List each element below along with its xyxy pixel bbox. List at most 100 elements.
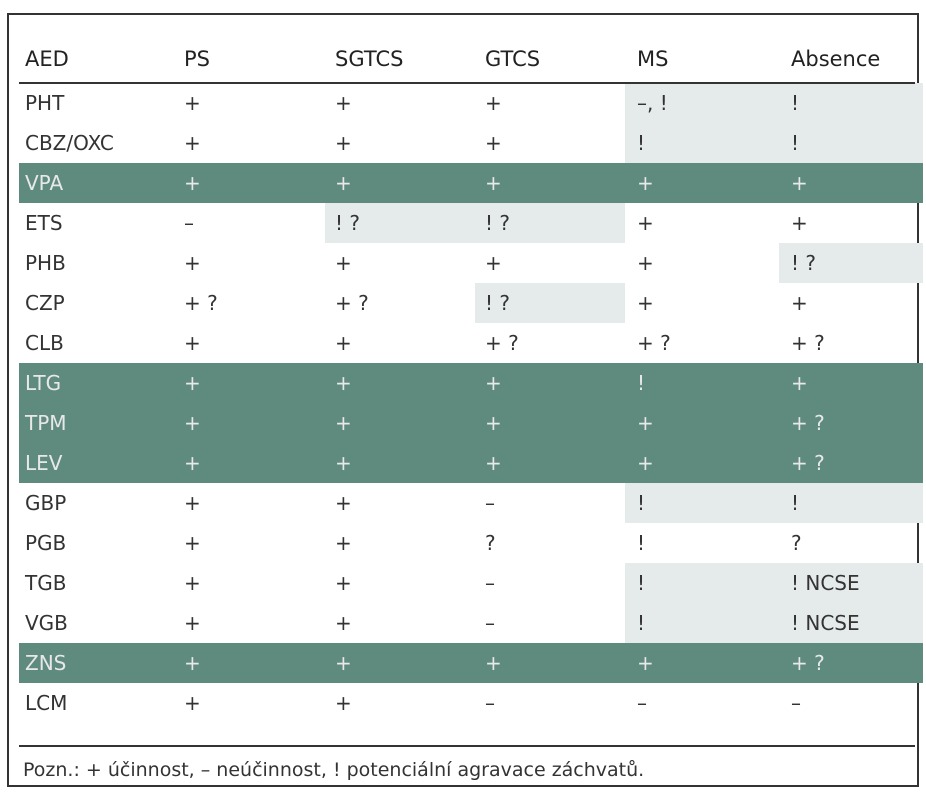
table-cell: ! bbox=[637, 371, 646, 395]
header-sgtcs: SGTCS bbox=[335, 47, 404, 71]
header-absence: Absence bbox=[791, 47, 881, 71]
table-cell: + bbox=[335, 691, 352, 715]
row-label: TPM bbox=[25, 411, 67, 435]
table-cell: + bbox=[637, 451, 654, 475]
header-ms: MS bbox=[637, 47, 669, 71]
table-row: ZNS + + + + + ? bbox=[19, 643, 923, 683]
row-label: PGB bbox=[25, 531, 67, 555]
table-cell: + bbox=[637, 651, 654, 675]
table-cell: ! bbox=[779, 83, 923, 123]
table-cell: + bbox=[485, 371, 502, 395]
table-cell: + bbox=[184, 571, 201, 595]
table-cell: + bbox=[637, 411, 654, 435]
table-row: PHB + + + + ! ? bbox=[19, 243, 923, 283]
table-cell: ! ? bbox=[475, 283, 625, 323]
table-row: CZP + ? + ? ! ? + + bbox=[19, 283, 923, 323]
header-ps: PS bbox=[184, 47, 210, 71]
table-cell: + bbox=[335, 131, 352, 155]
table-cell: + bbox=[637, 171, 654, 195]
table-row: CLB + + + ? + ? + ? bbox=[19, 323, 923, 363]
table-cell: ! NCSE bbox=[779, 563, 923, 603]
table-cell: + bbox=[485, 651, 502, 675]
table-frame: AED PS SGTCS GTCS MS Absence PHT + + + –, !!… bbox=[7, 13, 923, 787]
table-cell: ! NCSE bbox=[779, 603, 923, 643]
row-label: LCM bbox=[25, 691, 68, 715]
table-cell: + bbox=[791, 211, 808, 235]
table-cell: + ? bbox=[791, 651, 825, 675]
table-row: PHT + + + –, !! bbox=[19, 83, 923, 123]
table-cell: + bbox=[335, 91, 352, 115]
table-cell: + bbox=[184, 251, 201, 275]
header-gtcs: GTCS bbox=[485, 47, 541, 71]
table-cell: ! ? bbox=[779, 243, 923, 283]
row-label: CLB bbox=[25, 331, 64, 355]
row-label: ETS bbox=[25, 211, 63, 235]
table-row: PGB + +?!? bbox=[19, 523, 923, 563]
table-cell: + bbox=[335, 611, 352, 635]
table-cell: + ? bbox=[637, 331, 671, 355]
table-note: Pozn.: + účinnost, – neúčinnost, ! poten… bbox=[23, 759, 645, 781]
table-cell: + bbox=[791, 371, 808, 395]
table-cell: + bbox=[791, 171, 808, 195]
row-label: PHB bbox=[25, 251, 66, 275]
table-row: LEV + + + + + ? bbox=[19, 443, 923, 483]
table-cell: + ? bbox=[335, 291, 369, 315]
table-cell: + bbox=[335, 171, 352, 195]
row-label: TGB bbox=[25, 571, 67, 595]
table-cell: + ? bbox=[791, 451, 825, 475]
table-cell: + bbox=[485, 251, 502, 275]
table-cell: + bbox=[184, 411, 201, 435]
row-label: LEV bbox=[25, 451, 63, 475]
table-cell: + bbox=[184, 691, 201, 715]
table-cell: + bbox=[335, 331, 352, 355]
table-row: LTG + + +! + bbox=[19, 363, 923, 403]
table-cell: + bbox=[335, 571, 352, 595]
table-cell: + ? bbox=[791, 411, 825, 435]
row-label: VPA bbox=[25, 171, 64, 195]
row-label: PHT bbox=[25, 91, 65, 115]
table-row: TGB + + –!! NCSE bbox=[19, 563, 923, 603]
table-cell: + ? bbox=[485, 331, 519, 355]
table-cell: ! bbox=[779, 483, 923, 523]
table-row: ETS – ! ?! ? + + bbox=[19, 203, 923, 243]
row-label: CZP bbox=[25, 291, 65, 315]
table-cell: – bbox=[485, 691, 495, 715]
table-cell: + ? bbox=[791, 331, 825, 355]
table-cell: + bbox=[184, 451, 201, 475]
table-cell: + bbox=[485, 411, 502, 435]
table-cell: + bbox=[485, 451, 502, 475]
table-cell: + bbox=[184, 331, 201, 355]
table-cell: + bbox=[184, 491, 201, 515]
table-cell: + bbox=[335, 371, 352, 395]
table-cell: ? bbox=[791, 531, 802, 555]
table-cell: + bbox=[485, 91, 502, 115]
row-label: CBZ/OXC bbox=[25, 131, 114, 155]
table-cell: + bbox=[637, 251, 654, 275]
table-cell: + bbox=[335, 531, 352, 555]
table-cell: – bbox=[485, 491, 495, 515]
table-cell: + bbox=[485, 171, 502, 195]
table-body: PHT + + + –, !! CBZ/OXC + + +!! VPA + + + + + ETS –! ?! … bbox=[19, 83, 923, 723]
row-label: VGB bbox=[25, 611, 68, 635]
table-cell: + bbox=[184, 531, 201, 555]
table-header-row: AED PS SGTCS GTCS MS Absence bbox=[19, 35, 923, 83]
table-row: LCM + + – – – bbox=[19, 683, 923, 723]
table-row: VPA + + + + + bbox=[19, 163, 923, 203]
row-label: ZNS bbox=[25, 651, 67, 675]
table-cell: – bbox=[637, 691, 647, 715]
header-rule bbox=[19, 82, 915, 84]
table-cell: ? bbox=[485, 531, 496, 555]
table-cell: + bbox=[184, 91, 201, 115]
row-label: GBP bbox=[25, 491, 67, 515]
aed-table: AED PS SGTCS GTCS MS Absence PHT + + + –, !!… bbox=[19, 35, 923, 723]
table-cell: + bbox=[184, 131, 201, 155]
table-cell: + bbox=[184, 651, 201, 675]
table-cell: – bbox=[485, 571, 495, 595]
bottom-rule bbox=[19, 745, 915, 747]
table-cell: ! ? bbox=[325, 203, 475, 243]
table-cell: – bbox=[184, 211, 194, 235]
table-cell: + bbox=[637, 291, 654, 315]
table-cell: + bbox=[335, 411, 352, 435]
table-cell: + bbox=[335, 491, 352, 515]
table-cell: ! bbox=[625, 123, 779, 163]
